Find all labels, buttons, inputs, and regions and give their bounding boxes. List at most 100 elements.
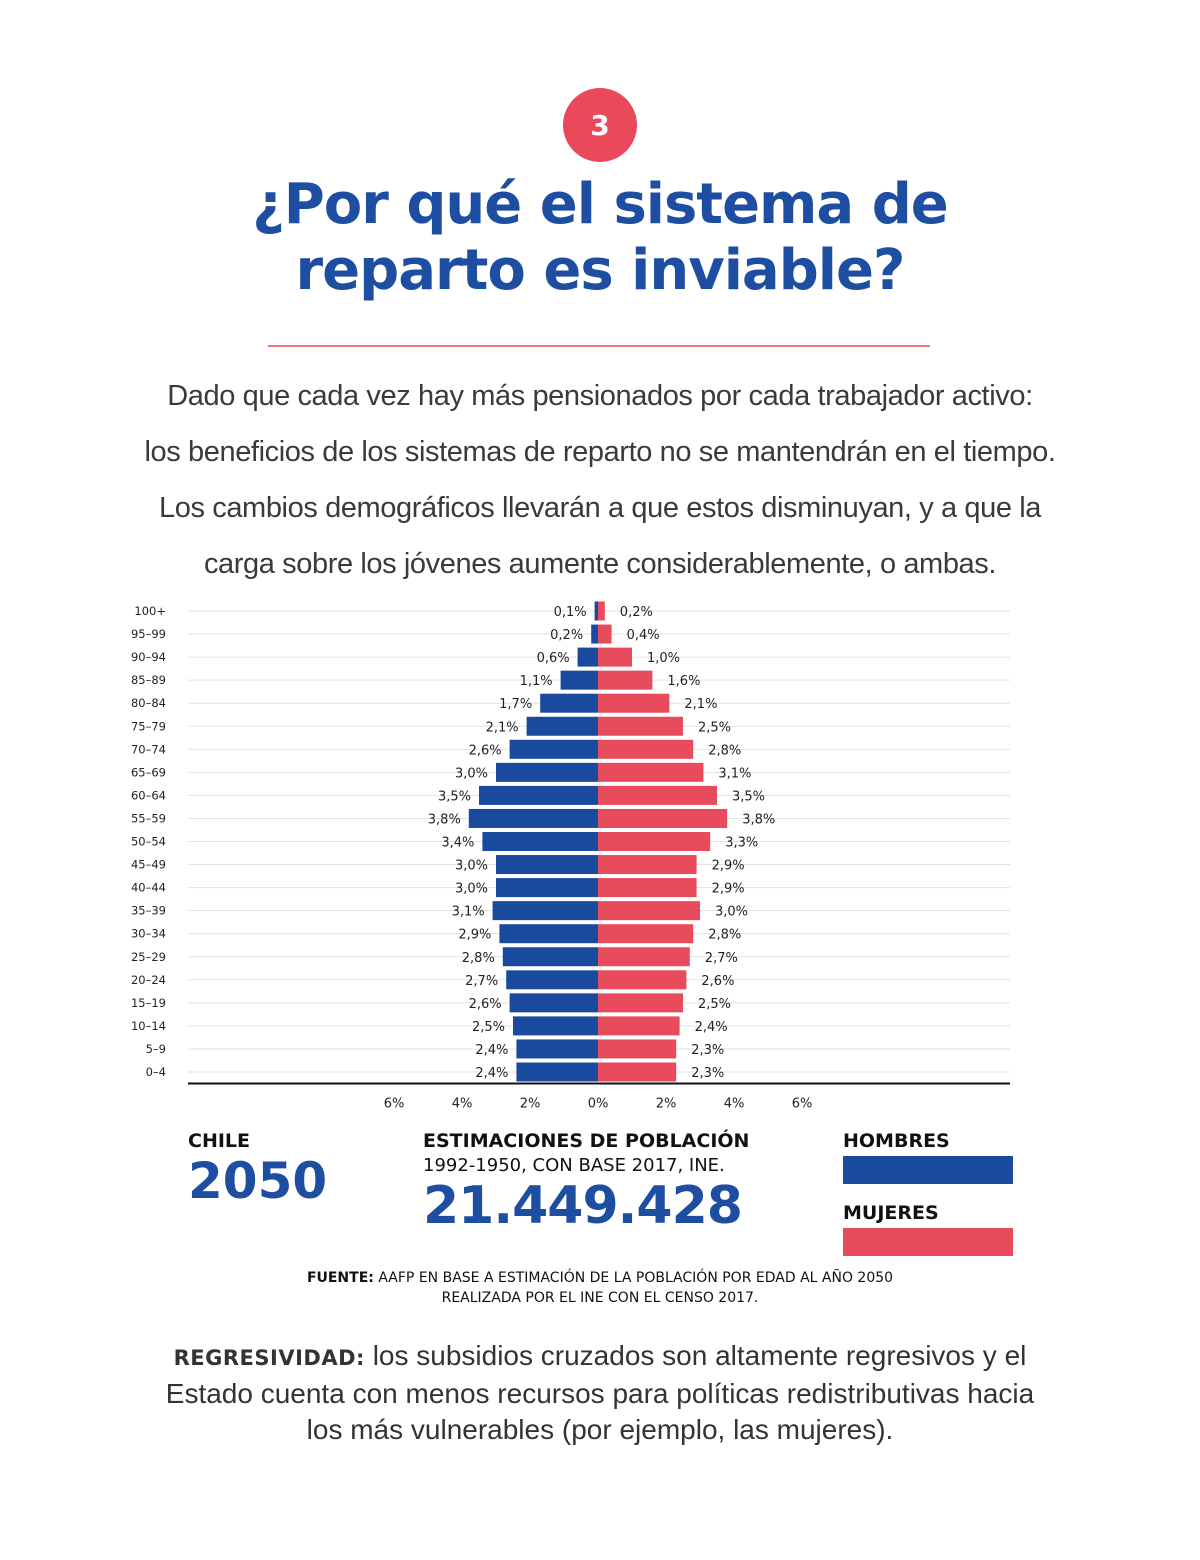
value-label-women: 2,3%	[691, 1066, 724, 1081]
legend-men-swatch	[843, 1156, 1013, 1184]
legend-women-swatch	[843, 1228, 1013, 1256]
x-tick-label: 2%	[520, 1097, 541, 1112]
value-label-men: 3,5%	[438, 789, 471, 804]
bar-men	[540, 693, 598, 713]
value-label-men: 1,7%	[499, 697, 532, 712]
bar-men	[506, 970, 598, 990]
bar-women	[598, 739, 694, 759]
value-label-men: 3,0%	[455, 859, 488, 874]
title-line-2: reparto es inviable?	[295, 238, 906, 303]
bar-men	[526, 716, 598, 736]
value-label-men: 2,4%	[475, 1043, 508, 1058]
chart-legend: HOMBRES MUJERES	[843, 1130, 1013, 1256]
value-label-women: 2,6%	[701, 974, 734, 989]
bar-women	[598, 901, 700, 921]
age-group-label: 30–34	[131, 927, 166, 941]
title-divider	[268, 345, 930, 347]
estimate-label: ESTIMACIONES DE POBLACIÓN	[423, 1130, 750, 1152]
intro-line-1: Dado que cada vez hay más pensionados po…	[167, 380, 1033, 412]
source-key: FUENTE:	[306, 1270, 374, 1286]
x-tick-label: 2%	[656, 1097, 677, 1112]
closing-line-3: los más vulnerables (por ejemplo, las mu…	[306, 1414, 894, 1445]
intro-paragraph: Dado que cada vez hay más pensionados po…	[60, 368, 1140, 592]
bar-women	[598, 762, 704, 782]
bar-women	[598, 832, 711, 851]
x-tick-label: 6%	[792, 1097, 813, 1112]
bar-women	[598, 716, 683, 736]
projection-year: 2050	[188, 1152, 328, 1210]
x-tick-label: 0%	[588, 1097, 609, 1112]
closing-line-2: Estado cuenta con menos recursos para po…	[165, 1378, 1035, 1409]
age-group-label: 50–54	[131, 835, 166, 849]
source-note: FUENTE: AAFP EN BASE A ESTIMACIÓN DE LA …	[0, 1268, 1200, 1308]
population-total: 21.449.428	[423, 1176, 743, 1236]
closing-paragraph: REGRESIVIDAD: los subsidios cruzados son…	[80, 1338, 1120, 1448]
value-label-women: 2,1%	[684, 697, 717, 712]
source-line-1: AAFP EN BASE A ESTIMACIÓN DE LA POBLACIÓ…	[378, 1270, 894, 1286]
bar-women	[598, 1016, 680, 1036]
bar-women	[598, 993, 683, 1013]
value-label-men: 2,6%	[469, 997, 502, 1012]
value-label-men: 3,0%	[455, 766, 488, 781]
country-label: CHILE	[188, 1130, 251, 1152]
value-label-women: 1,0%	[647, 651, 680, 666]
page-title: ¿Por qué el sistema de reparto es inviab…	[0, 172, 1200, 304]
age-group-label: 40–44	[131, 881, 166, 895]
age-group-label: 85–89	[131, 673, 166, 687]
bar-women	[598, 808, 728, 828]
age-group-label: 25–29	[131, 950, 166, 964]
x-tick-label: 4%	[724, 1097, 745, 1112]
value-label-men: 2,9%	[458, 928, 491, 943]
intro-line-3: Los cambios demográficos llevarán a que …	[159, 492, 1041, 524]
age-group-label: 10–14	[131, 1019, 166, 1033]
bar-women	[598, 1039, 677, 1059]
age-group-label: 95–99	[131, 627, 166, 641]
value-label-men: 2,6%	[469, 743, 502, 758]
age-group-label: 65–69	[131, 765, 166, 779]
value-label-women: 2,9%	[712, 859, 745, 874]
intro-line-2: los beneficios de los sistemas de repart…	[144, 436, 1056, 468]
bar-men	[482, 832, 598, 851]
age-group-label: 70–74	[131, 742, 166, 756]
age-group-label: 0–4	[146, 1065, 166, 1079]
bar-men	[499, 924, 598, 944]
bar-women	[598, 878, 697, 898]
bar-men	[513, 1016, 598, 1036]
value-label-men: 0,1%	[554, 605, 587, 620]
bar-women	[598, 855, 697, 875]
bar-women	[598, 785, 717, 805]
value-label-women: 3,1%	[718, 766, 751, 781]
bar-men	[496, 878, 598, 898]
age-group-label: 20–24	[131, 973, 166, 987]
bar-women	[598, 693, 670, 713]
bar-women	[598, 624, 612, 644]
value-label-women: 2,5%	[698, 997, 731, 1012]
value-label-women: 2,7%	[705, 951, 738, 966]
population-pyramid-chart: 100+ 0,1% 0,2% 95–99 0,2% 0,4% 90–94 0,6% 1,0% 85…	[131, 601, 1010, 1112]
age-group-label: 55–59	[131, 811, 166, 825]
bar-men	[496, 762, 598, 782]
bar-men	[479, 785, 598, 805]
age-group-label: 100+	[134, 604, 166, 618]
section-number-badge: 3	[563, 88, 637, 162]
value-label-men: 3,1%	[452, 905, 485, 920]
value-label-men: 3,4%	[441, 836, 474, 851]
value-label-men: 2,8%	[462, 951, 495, 966]
bar-men	[516, 1039, 598, 1059]
age-group-label: 90–94	[131, 650, 166, 664]
bar-men	[509, 739, 598, 759]
value-label-women: 3,5%	[732, 789, 765, 804]
bar-men	[468, 808, 598, 828]
value-label-women: 2,5%	[698, 720, 731, 735]
bar-men	[560, 670, 598, 690]
age-group-label: 5–9	[146, 1042, 166, 1056]
bar-men	[577, 647, 598, 667]
closing-key: REGRESIVIDAD:	[173, 1346, 365, 1370]
value-label-women: 0,4%	[627, 628, 660, 643]
value-label-women: 3,0%	[715, 905, 748, 920]
bar-women	[598, 947, 690, 967]
value-label-men: 2,4%	[475, 1066, 508, 1081]
age-group-label: 75–79	[131, 719, 166, 733]
x-tick-label: 6%	[384, 1097, 405, 1112]
value-label-men: 2,1%	[486, 720, 519, 735]
